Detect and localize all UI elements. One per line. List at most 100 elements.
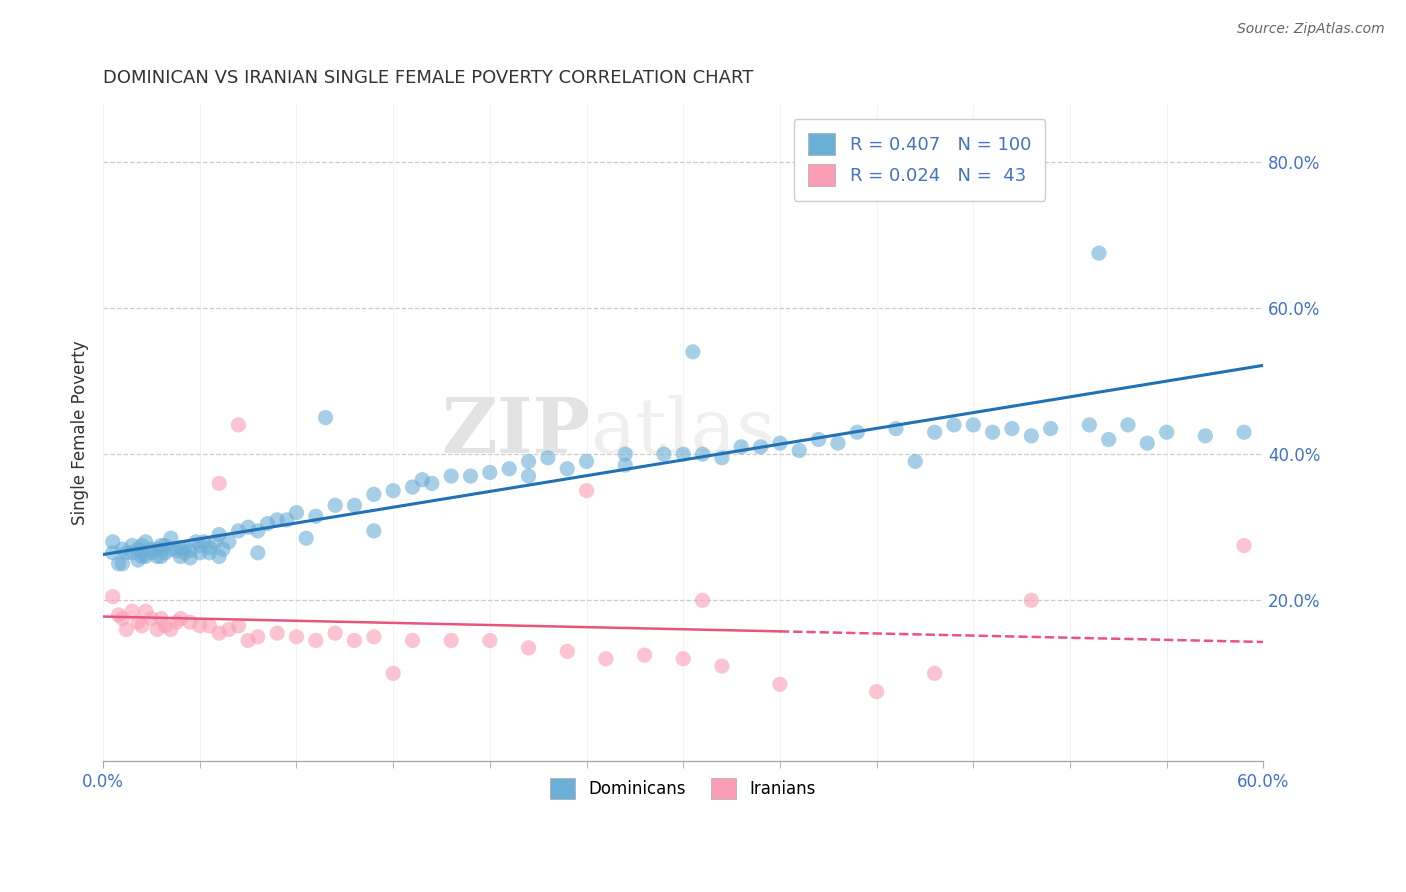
- Point: [107, 607, 129, 622]
- Point: [363, 487, 385, 501]
- Point: [131, 549, 153, 564]
- Point: [246, 630, 269, 644]
- Point: [153, 539, 176, 553]
- Point: [131, 546, 153, 560]
- Point: [710, 450, 733, 465]
- Y-axis label: Single Female Poverty: Single Female Poverty: [72, 340, 89, 524]
- Point: [537, 450, 560, 465]
- Point: [382, 666, 405, 681]
- Point: [315, 410, 337, 425]
- Point: [150, 611, 173, 625]
- Point: [101, 534, 124, 549]
- Point: [1156, 425, 1178, 440]
- Point: [153, 619, 176, 633]
- Point: [1194, 429, 1216, 443]
- Point: [208, 527, 231, 541]
- Point: [305, 509, 328, 524]
- Point: [1233, 539, 1256, 553]
- Point: [159, 531, 181, 545]
- Point: [942, 417, 965, 432]
- Point: [517, 469, 540, 483]
- Point: [323, 498, 346, 512]
- Point: [981, 425, 1004, 440]
- Point: [807, 433, 830, 447]
- Point: [111, 611, 134, 625]
- Point: [682, 344, 704, 359]
- Point: [1116, 417, 1139, 432]
- Point: [198, 619, 221, 633]
- Point: [135, 534, 157, 549]
- Point: [633, 648, 655, 662]
- Point: [218, 534, 240, 549]
- Point: [285, 630, 308, 644]
- Point: [236, 633, 259, 648]
- Point: [188, 539, 211, 553]
- Point: [228, 417, 250, 432]
- Point: [692, 447, 714, 461]
- Point: [204, 534, 226, 549]
- Point: [710, 659, 733, 673]
- Legend: Dominicans, Iranians: Dominicans, Iranians: [537, 765, 830, 812]
- Point: [188, 546, 211, 560]
- Point: [411, 473, 433, 487]
- Point: [295, 531, 318, 545]
- Point: [363, 524, 385, 538]
- Point: [173, 546, 195, 560]
- Point: [266, 626, 288, 640]
- Point: [614, 458, 637, 472]
- Text: DOMINICAN VS IRANIAN SINGLE FEMALE POVERTY CORRELATION CHART: DOMINICAN VS IRANIAN SINGLE FEMALE POVER…: [103, 69, 754, 87]
- Point: [121, 604, 143, 618]
- Point: [188, 619, 211, 633]
- Point: [208, 476, 231, 491]
- Point: [460, 469, 482, 483]
- Point: [323, 626, 346, 640]
- Point: [256, 516, 278, 531]
- Point: [159, 623, 181, 637]
- Point: [1136, 436, 1159, 450]
- Point: [401, 480, 423, 494]
- Point: [652, 447, 675, 461]
- Point: [1088, 246, 1111, 260]
- Point: [131, 619, 153, 633]
- Point: [787, 443, 810, 458]
- Point: [121, 546, 143, 560]
- Point: [127, 542, 149, 557]
- Point: [115, 623, 138, 637]
- Point: [517, 640, 540, 655]
- Point: [153, 546, 176, 560]
- Point: [555, 462, 578, 476]
- Point: [924, 666, 946, 681]
- Text: atlas: atlas: [591, 395, 776, 469]
- Point: [363, 630, 385, 644]
- Point: [198, 546, 221, 560]
- Point: [169, 611, 191, 625]
- Point: [846, 425, 869, 440]
- Point: [924, 425, 946, 440]
- Point: [575, 483, 598, 498]
- Point: [401, 633, 423, 648]
- Point: [1019, 429, 1042, 443]
- Point: [141, 546, 163, 560]
- Point: [159, 542, 181, 557]
- Point: [285, 506, 308, 520]
- Point: [218, 623, 240, 637]
- Point: [135, 604, 157, 618]
- Point: [179, 550, 201, 565]
- Point: [769, 677, 792, 691]
- Point: [962, 417, 984, 432]
- Point: [115, 546, 138, 560]
- Point: [166, 543, 188, 558]
- Point: [146, 549, 169, 564]
- Point: [246, 546, 269, 560]
- Point: [127, 615, 149, 630]
- Point: [498, 462, 520, 476]
- Point: [1098, 433, 1121, 447]
- Point: [101, 546, 124, 560]
- Point: [179, 615, 201, 630]
- Point: [478, 633, 501, 648]
- Text: ZIP: ZIP: [441, 395, 591, 469]
- Point: [150, 539, 173, 553]
- Point: [555, 644, 578, 658]
- Point: [1078, 417, 1101, 432]
- Point: [166, 615, 188, 630]
